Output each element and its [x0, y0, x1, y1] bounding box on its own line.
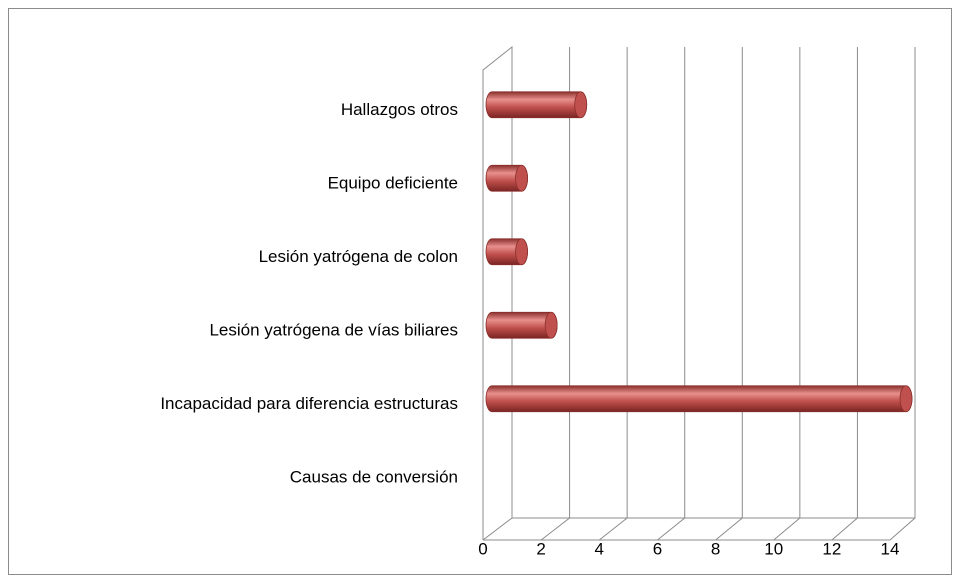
y-tick-label: Equipo deficiente — [328, 174, 458, 193]
x-tick-label: 6 — [653, 539, 662, 558]
bar-cap — [899, 385, 913, 413]
y-tick-label: Hallazgos otros — [341, 100, 458, 119]
bar-cap — [574, 91, 588, 119]
grid-line — [715, 47, 743, 541]
bar-cap — [544, 311, 558, 339]
bar — [485, 385, 913, 413]
y-tick-label: Causas de conversión — [290, 468, 458, 487]
grid-line — [889, 47, 916, 541]
y-tick-label: Lesión yatrógena de vías biliares — [209, 321, 458, 340]
x-tick-label: 14 — [881, 539, 900, 558]
bar-cap — [515, 238, 528, 266]
grid-line — [540, 47, 571, 541]
grid-line — [482, 47, 513, 541]
x-tick-label: 8 — [711, 539, 720, 558]
bar-cap — [515, 164, 528, 192]
grid-line — [598, 47, 628, 541]
y-tick-label: Incapacidad para diferencia estructuras — [160, 394, 458, 413]
grid-line — [657, 47, 686, 541]
x-tick-label: 0 — [478, 539, 487, 558]
grid-line — [831, 47, 858, 541]
x-tick-label: 10 — [764, 539, 783, 558]
bar — [485, 91, 588, 119]
x-tick-label: 4 — [595, 539, 604, 558]
chart-border — [8, 8, 952, 575]
x-tick-label: 12 — [822, 539, 841, 558]
grid-line — [773, 47, 801, 541]
y-tick-label: Lesión yatrógena de colon — [259, 247, 458, 266]
x-tick-label: 2 — [536, 539, 545, 558]
